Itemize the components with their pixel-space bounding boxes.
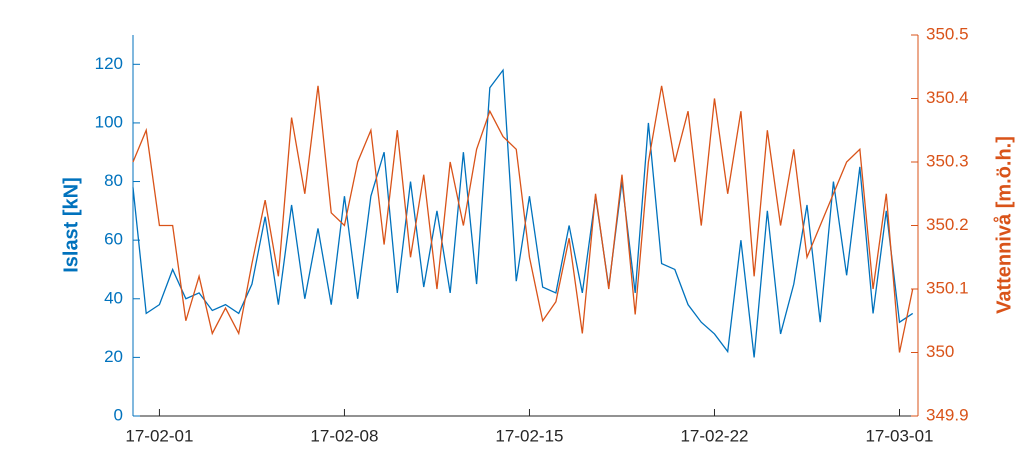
y2-tick-label: 350.4 (926, 88, 969, 107)
y-tick-label: 0 (114, 405, 123, 424)
y-axis-label: Islast [kN] (60, 177, 82, 273)
x-tick-label: 17-02-15 (495, 426, 563, 445)
y2-tick-label: 349.9 (926, 405, 969, 424)
y2-tick-label: 350.5 (926, 24, 969, 43)
y2-tick-label: 350.3 (926, 151, 969, 170)
series-line (132, 85, 914, 353)
x-tick-label: 17-02-01 (125, 426, 193, 445)
y-tick-label: 60 (104, 230, 123, 249)
series-line (132, 68, 914, 358)
y2-tick-label: 350 (926, 342, 954, 361)
y2-tick-label: 350.1 (926, 278, 969, 297)
y2-tick-label: 350.2 (926, 215, 969, 234)
x-tick-label: 17-02-08 (310, 426, 378, 445)
y-tick-label: 100 (95, 112, 123, 131)
y-tick-label: 20 (104, 347, 123, 366)
x-tick-label: 17-03-01 (865, 426, 933, 445)
y-tick-label: 120 (95, 54, 123, 73)
y-tick-label: 80 (104, 171, 123, 190)
y2-axis-label: Vattennivå [m.ö.h.] (992, 136, 1015, 314)
x-tick-label: 17-02-22 (680, 426, 748, 445)
y-tick-label: 40 (104, 288, 123, 307)
